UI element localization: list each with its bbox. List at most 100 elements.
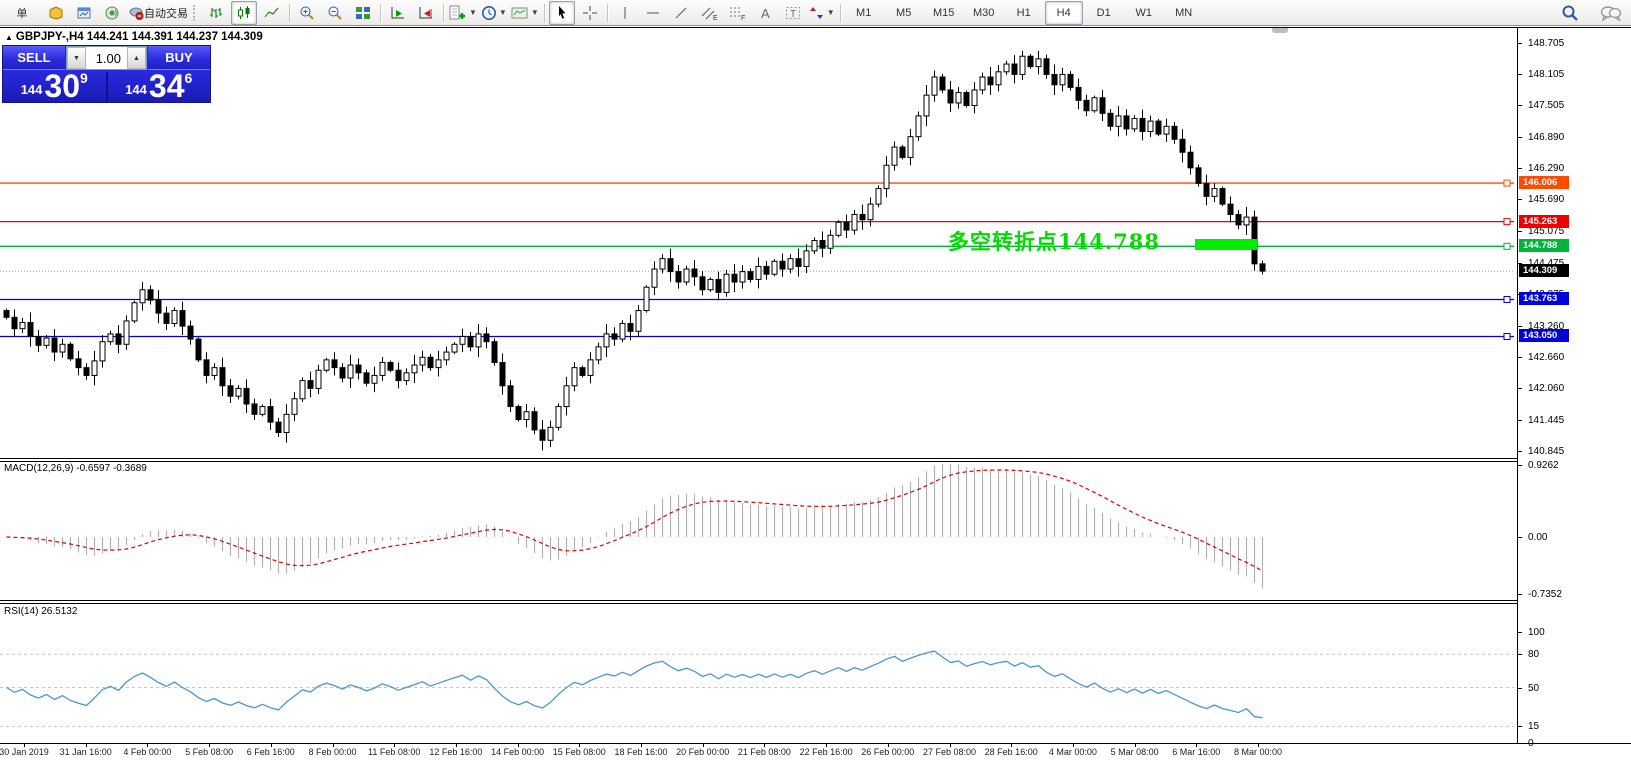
buy-button[interactable]: BUY (148, 46, 210, 70)
candle-body (227, 385, 234, 397)
candle-body (339, 367, 346, 379)
price-axis-tick (1518, 137, 1522, 139)
pane-splitter[interactable] (0, 600, 1631, 604)
window-splitter-grip[interactable] (1272, 28, 1288, 33)
periods-caret: ▼ (498, 8, 507, 17)
candle-body (307, 380, 314, 389)
arrows-button[interactable]: ▼ (808, 1, 836, 25)
level-price-badge: 144.788 (1519, 239, 1569, 253)
timeframe-m15[interactable]: M15 (932, 6, 955, 19)
candle-body (411, 364, 418, 374)
volume-decrease-button[interactable]: ▼ (67, 47, 86, 69)
horizontal-line-button[interactable] (640, 1, 666, 25)
candle-body (507, 385, 514, 408)
level-line-handle[interactable] (1503, 218, 1511, 226)
autotrade-button[interactable]: 自动交易 (127, 1, 189, 25)
crosshair-button[interactable] (577, 1, 603, 25)
templates-icon (511, 7, 528, 18)
timeframe-h1[interactable]: H1 (1016, 6, 1031, 19)
text-button[interactable]: A (752, 1, 778, 25)
equidistant-channel-button[interactable]: E (696, 1, 722, 25)
price-axis-tick-label: 148.105 (1528, 69, 1565, 81)
line-chart-button[interactable] (259, 1, 285, 25)
candle-body (259, 406, 266, 415)
candle-body (395, 369, 402, 382)
candle-body (1147, 120, 1154, 132)
sound-button[interactable] (99, 1, 125, 25)
price-axis[interactable]: 148.705 148.105 147.505 146.890 146.290 145.6… (1517, 28, 1631, 749)
trendline-button[interactable] (668, 1, 694, 25)
periods-icon (481, 5, 496, 20)
candle-body (675, 271, 682, 283)
level-line-handle[interactable] (1503, 332, 1511, 340)
line-chart-icon (264, 7, 279, 17)
price-axis-tick-label: 142.060 (1528, 382, 1565, 394)
price-axis-tick-label: 146.890 (1528, 132, 1565, 144)
candle-body (603, 333, 610, 348)
text-label-button[interactable]: T (780, 1, 806, 25)
pane-splitter[interactable] (0, 458, 1631, 462)
macd-histogram (13, 464, 1264, 589)
timeframe-m1[interactable]: M1 (856, 6, 872, 19)
chart-shift-button[interactable] (413, 1, 439, 25)
sell-price-display[interactable]: 144 30 9 (3, 70, 108, 102)
candlestick-chart-button[interactable] (231, 0, 257, 25)
zoom-out-button[interactable] (322, 1, 348, 25)
level-line-handle[interactable] (1503, 242, 1511, 250)
time-axis-label: 18 Feb 16:00 (614, 747, 668, 757)
arrows-caret: ▼ (826, 8, 835, 17)
time-axis-tick (887, 743, 889, 747)
rsi-axis-tick-label: 50 (1528, 682, 1540, 694)
timeframe-mn[interactable]: MN (1175, 6, 1193, 19)
chart-window-button[interactable] (71, 1, 97, 25)
main-chart[interactable] (0, 28, 1517, 458)
buy-price-display[interactable]: 144 34 6 (108, 70, 211, 102)
timeframe-m5[interactable]: M5 (896, 6, 912, 19)
candle-body (707, 278, 714, 291)
chart-history-button[interactable] (43, 1, 69, 25)
macd-axis-tick (1518, 537, 1522, 538)
templates-button[interactable]: ▼ (510, 1, 540, 25)
indicators-button[interactable]: ▼ (448, 1, 478, 25)
toolbar: 单 自动交易 ▼ ▼ (0, 0, 1631, 26)
candle-body (1131, 118, 1138, 130)
candle-body (547, 426, 554, 441)
candle-body (1083, 99, 1090, 112)
timeframe-w1[interactable]: W1 (1135, 6, 1152, 19)
new-order-button[interactable]: 单 (16, 7, 28, 20)
pivot-annotation-text[interactable]: 多空转折点144.788 (948, 229, 1160, 254)
candle-body (899, 146, 906, 158)
candle-body (587, 359, 594, 376)
rsi-line (6, 650, 1263, 719)
timeframe-m30[interactable]: M30 (972, 6, 995, 19)
pivot-highlight-rectangle[interactable] (1195, 239, 1257, 250)
candle-body (75, 358, 82, 369)
vertical-line-button[interactable] (612, 1, 638, 25)
level-line-handle[interactable] (1503, 295, 1511, 303)
timeframe-d1[interactable]: D1 (1096, 6, 1111, 19)
zoom-in-button[interactable] (294, 1, 320, 25)
search-button[interactable] (1557, 1, 1583, 25)
volume-input[interactable]: 1.00 (95, 50, 121, 66)
chat-button[interactable] (1598, 1, 1624, 25)
candle-body (107, 333, 114, 343)
candle-body (803, 250, 810, 267)
candle-body (435, 359, 442, 369)
cursor-button[interactable] (548, 0, 575, 25)
toolbar-separator (839, 3, 841, 22)
bar-chart-button[interactable] (203, 1, 229, 25)
candle-body (555, 406, 562, 428)
auto-scroll-button[interactable] (385, 1, 411, 25)
rsi-pane[interactable] (0, 604, 1517, 743)
candle-body (251, 403, 258, 415)
fibonacci-button[interactable]: F (724, 1, 750, 25)
macd-pane[interactable] (0, 462, 1517, 600)
candle-body (131, 302, 138, 322)
sell-button[interactable]: SELL (3, 46, 65, 70)
periods-button[interactable]: ▼ (480, 1, 508, 25)
timeframe-h4[interactable]: H4 (1044, 0, 1083, 25)
crosshair-icon (582, 5, 597, 20)
volume-increase-button[interactable]: ▲ (127, 47, 146, 69)
level-line-handle[interactable] (1503, 179, 1511, 187)
tile-windows-button[interactable] (350, 1, 376, 25)
